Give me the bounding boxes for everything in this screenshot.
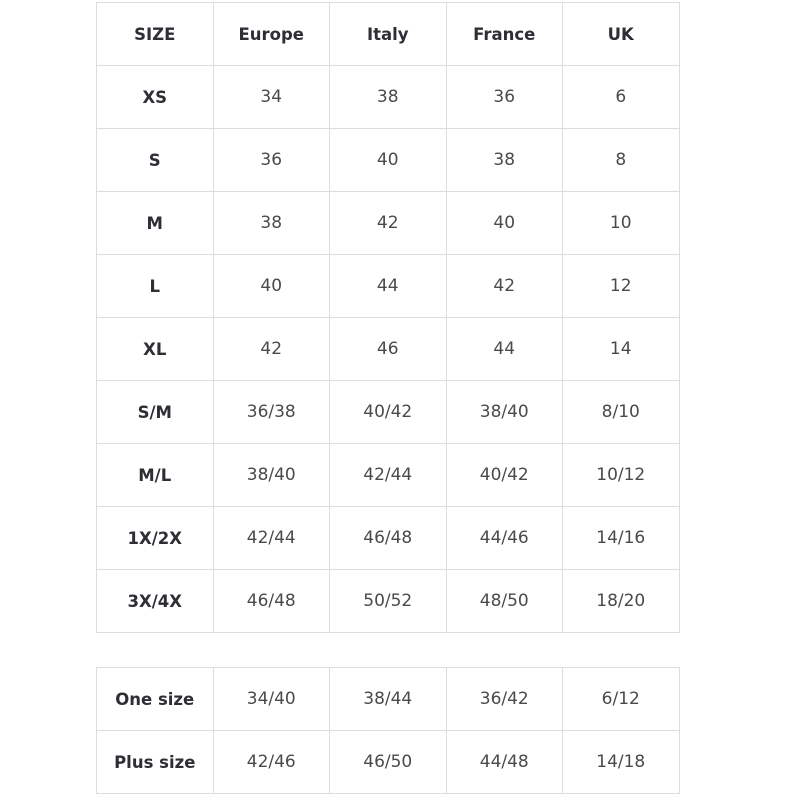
size-value-cell: 42: [445, 254, 563, 318]
size-conversion-table: SIZE Europe Italy France UK XS 34 38 36 6 S 36 40 38 8…: [96, 2, 680, 633]
size-value-cell: 40/42: [445, 443, 563, 507]
size-value-cell: 46/48: [212, 569, 330, 633]
table-row: XL 42 46 44 14: [96, 317, 680, 381]
size-label-cell: Plus size: [96, 730, 214, 794]
size-value-cell: 14/16: [562, 506, 680, 570]
size-label-cell: 3X/4X: [96, 569, 214, 633]
size-label-cell: L: [96, 254, 214, 318]
column-header: Europe: [212, 2, 330, 66]
size-value-cell: 18/20: [562, 569, 680, 633]
size-value-cell: 46/50: [329, 730, 447, 794]
column-header: SIZE: [96, 2, 214, 66]
size-label-cell: S: [96, 128, 214, 192]
size-value-cell: 48/50: [445, 569, 563, 633]
column-header: France: [445, 2, 563, 66]
size-value-cell: 44: [445, 317, 563, 381]
size-value-cell: 38/44: [329, 667, 447, 731]
table-row: Plus size 42/46 46/50 44/48 14/18: [96, 730, 680, 794]
size-value-cell: 36: [445, 65, 563, 129]
size-value-cell: 14/18: [562, 730, 680, 794]
size-value-cell: 36/38: [212, 380, 330, 444]
table-row: XS 34 38 36 6: [96, 65, 680, 129]
size-value-cell: 38/40: [445, 380, 563, 444]
size-value-cell: 42/44: [212, 506, 330, 570]
size-label-cell: One size: [96, 667, 214, 731]
table-row: S/M 36/38 40/42 38/40 8/10: [96, 380, 680, 444]
size-value-cell: 34/40: [212, 667, 330, 731]
size-label-cell: XS: [96, 65, 214, 129]
size-value-cell: 8: [562, 128, 680, 192]
size-value-cell: 14: [562, 317, 680, 381]
table-row: S 36 40 38 8: [96, 128, 680, 192]
size-value-cell: 42/46: [212, 730, 330, 794]
size-value-cell: 38: [329, 65, 447, 129]
size-value-cell: 36/42: [445, 667, 563, 731]
special-size-table: One size 34/40 38/44 36/42 6/12 Plus size 42/4…: [96, 667, 680, 794]
size-value-cell: 12: [562, 254, 680, 318]
table-row: 3X/4X 46/48 50/52 48/50 18/20: [96, 569, 680, 633]
size-value-cell: 40: [329, 128, 447, 192]
size-value-cell: 40: [445, 191, 563, 255]
table-row: L 40 44 42 12: [96, 254, 680, 318]
size-label-cell: 1X/2X: [96, 506, 214, 570]
size-value-cell: 46/48: [329, 506, 447, 570]
size-value-cell: 44/46: [445, 506, 563, 570]
table-row: One size 34/40 38/44 36/42 6/12: [96, 667, 680, 731]
column-header: UK: [562, 2, 680, 66]
size-value-cell: 10: [562, 191, 680, 255]
size-value-cell: 42: [329, 191, 447, 255]
size-label-cell: XL: [96, 317, 214, 381]
size-value-cell: 50/52: [329, 569, 447, 633]
size-value-cell: 36: [212, 128, 330, 192]
size-value-cell: 8/10: [562, 380, 680, 444]
size-value-cell: 44: [329, 254, 447, 318]
size-label-cell: M/L: [96, 443, 214, 507]
table-row: M 38 42 40 10: [96, 191, 680, 255]
header-row: SIZE Europe Italy France UK: [96, 2, 680, 66]
table-row: 1X/2X 42/44 46/48 44/46 14/16: [96, 506, 680, 570]
table-row: M/L 38/40 42/44 40/42 10/12: [96, 443, 680, 507]
size-value-cell: 44/48: [445, 730, 563, 794]
size-value-cell: 40: [212, 254, 330, 318]
size-value-cell: 42/44: [329, 443, 447, 507]
size-value-cell: 42: [212, 317, 330, 381]
size-label-cell: M: [96, 191, 214, 255]
size-value-cell: 6: [562, 65, 680, 129]
size-value-cell: 38: [212, 191, 330, 255]
size-value-cell: 40/42: [329, 380, 447, 444]
size-label-cell: S/M: [96, 380, 214, 444]
size-value-cell: 46: [329, 317, 447, 381]
size-value-cell: 10/12: [562, 443, 680, 507]
column-header: Italy: [329, 2, 447, 66]
size-value-cell: 6/12: [562, 667, 680, 731]
size-value-cell: 38: [445, 128, 563, 192]
size-value-cell: 38/40: [212, 443, 330, 507]
size-value-cell: 34: [212, 65, 330, 129]
